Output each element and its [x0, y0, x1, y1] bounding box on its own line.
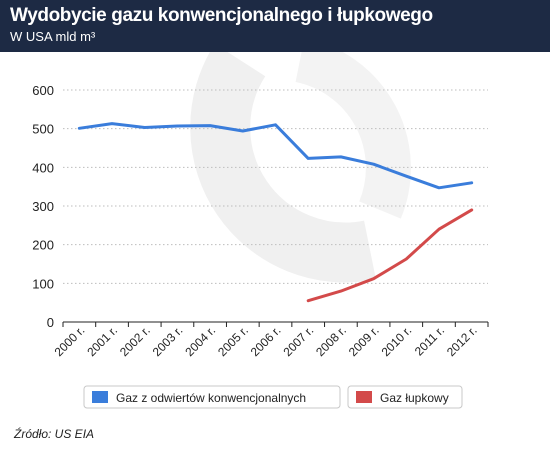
series-line-shale: [306, 208, 474, 303]
series-line-conventional: [77, 122, 474, 190]
source-note: Źródło: US EIA: [14, 427, 95, 441]
x-tick-label: 2008 r.: [313, 323, 349, 359]
x-tick-label: 2009 r.: [346, 323, 382, 359]
legend-box: [347, 385, 463, 409]
x-axis-ticks: 2000 r.2001 r.2002 r.2003 r.2004 r.2005 …: [52, 322, 489, 359]
x-tick-label: 2001 r.: [84, 323, 120, 359]
x-tick-label: 2006 r.: [248, 323, 284, 359]
watermark-logo: [190, 52, 411, 283]
legend: Gaz z odwiertów konwencjonalnych Gaz łupk…: [83, 385, 463, 409]
x-tick-label: 2010 r.: [379, 323, 415, 359]
chart-subtitle: W USA mld m³: [10, 29, 96, 44]
legend-item-shale: Gaz łupkowy: [347, 385, 463, 409]
legend-swatch: [356, 391, 372, 403]
y-tick-label: 200: [32, 238, 54, 253]
x-tick-label: 2012 r.: [444, 323, 480, 359]
chart-title: Wydobycie gazu konwencjonalnego i łupkow…: [10, 5, 433, 26]
y-tick-label: 100: [32, 276, 54, 291]
y-axis-ticks: 0 100 200 300 400 500 600: [32, 83, 54, 330]
legend-box: [83, 385, 341, 409]
legend-label: Gaz łupkowy: [380, 391, 449, 405]
y-tick-label: 500: [32, 122, 54, 137]
watermark-arc: [294, 52, 411, 219]
y-tick-label: 600: [32, 83, 54, 98]
x-tick-label: 2011 r.: [412, 323, 447, 358]
x-tick-label: 2003 r.: [150, 323, 186, 359]
y-tick-label: 400: [32, 160, 54, 175]
header-bar: Wydobycie gazu konwencjonalnego i łupkow…: [0, 0, 550, 52]
line-chart: 0 100 200 300 400 500 600 2000 r.2001 r.2002 r…: [32, 52, 489, 409]
legend-label: Gaz z odwiertów konwencjonalnych: [116, 391, 306, 405]
x-tick-label: 2005 r.: [215, 323, 251, 359]
y-tick-label: 300: [32, 199, 54, 214]
x-tick-label: 2002 r.: [117, 323, 153, 359]
legend-item-conventional: Gaz z odwiertów konwencjonalnych: [83, 385, 341, 409]
series-lines: [77, 122, 474, 303]
grid-lines: [63, 89, 488, 323]
watermark-arc: [190, 52, 376, 283]
x-tick-label: 2000 r.: [52, 323, 88, 359]
y-tick-label: 0: [47, 315, 54, 330]
x-tick-label: 2004 r.: [182, 323, 218, 359]
x-tick-label: 2007 r.: [280, 323, 316, 359]
legend-swatch: [92, 391, 108, 403]
